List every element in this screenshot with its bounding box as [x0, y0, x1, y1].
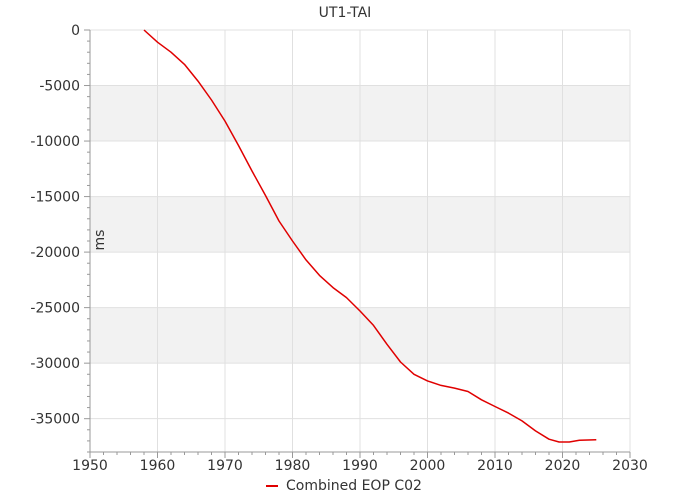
legend-label: Combined EOP C02	[286, 478, 422, 494]
x-tick-label: 1980	[275, 458, 311, 474]
legend[interactable]: Combined EOP C02	[266, 478, 422, 494]
tick-labels: 1950 1960 1970 1980 1990 2000 2010 2020 2030 0 -50…	[30, 23, 647, 474]
y-axis-label: ms	[92, 230, 108, 251]
x-tick-label: 1950	[72, 458, 108, 474]
x-tick-label: 1970	[207, 458, 243, 474]
x-tick-label: 2030	[612, 458, 648, 474]
y-tick-label: -25000	[30, 301, 80, 317]
y-tick-label: -20000	[30, 245, 80, 261]
x-tick-label: 2000	[410, 458, 446, 474]
y-tick-label: -35000	[30, 412, 80, 428]
x-tick-label: 1990	[342, 458, 378, 474]
y-tick-label: 0	[71, 23, 80, 39]
y-tick-label: -15000	[30, 190, 80, 206]
series-group	[143, 29, 597, 443]
x-tick-label: 1960	[140, 458, 176, 474]
y-tick-label: -30000	[30, 356, 80, 372]
x-tick-label: 2010	[477, 458, 513, 474]
chart-title: UT1-TAI	[319, 5, 372, 21]
y-tick-label: -10000	[30, 134, 80, 150]
series-line	[143, 29, 597, 443]
axes	[84, 29, 631, 458]
y-tick-label: -5000	[39, 79, 80, 95]
x-tick-label: 2020	[545, 458, 581, 474]
